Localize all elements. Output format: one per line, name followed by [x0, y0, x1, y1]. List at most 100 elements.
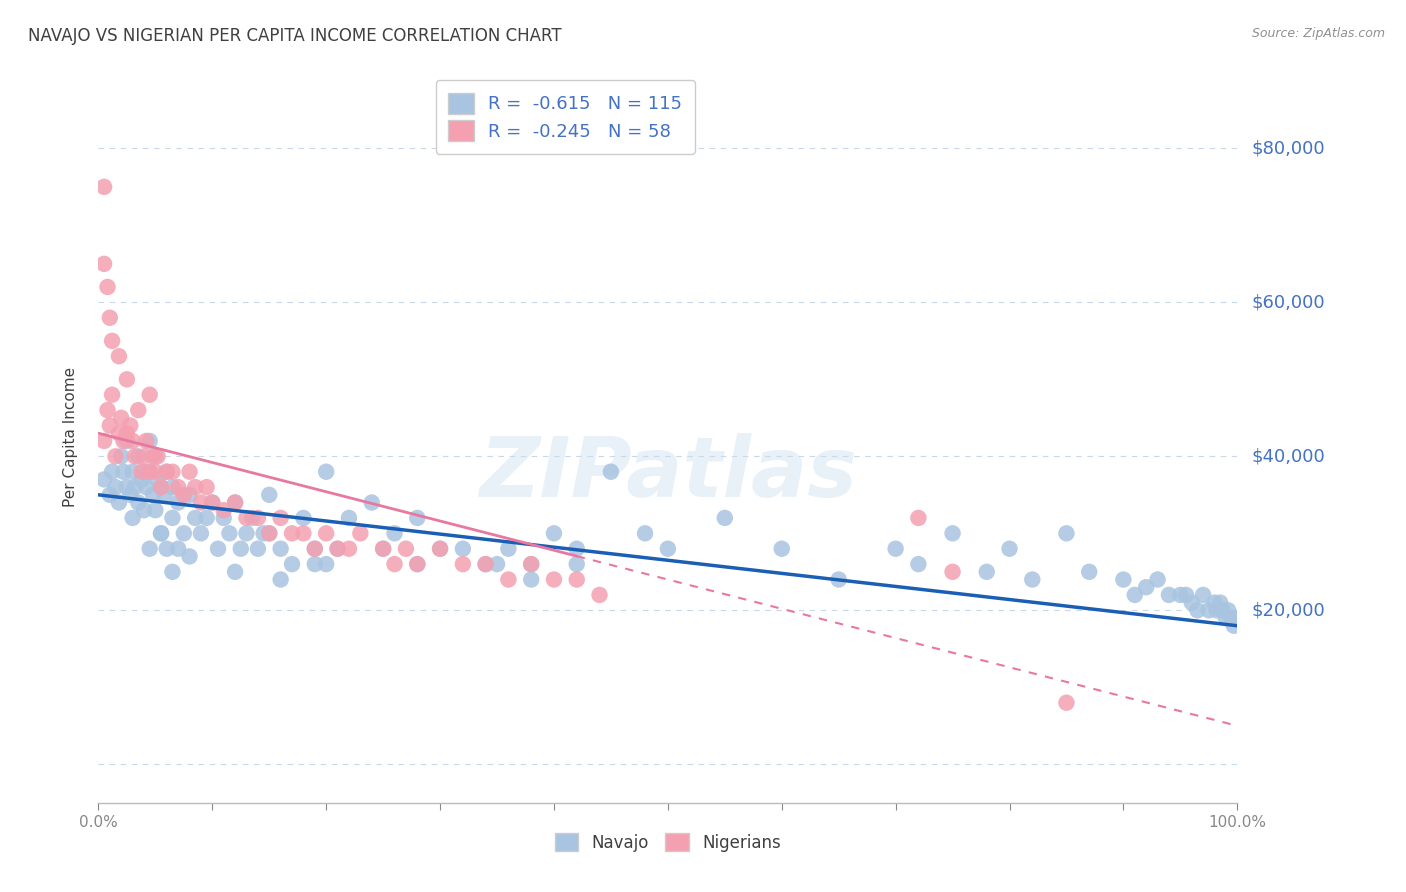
- Text: ZIPatlas: ZIPatlas: [479, 434, 856, 514]
- Point: [131, 472, 153, 486]
- Point: [498, 541, 520, 556]
- Point: [150, 526, 173, 541]
- Text: $80,000: $80,000: [1251, 139, 1324, 157]
- Point: [907, 511, 929, 525]
- Point: [315, 557, 337, 571]
- Point: [156, 465, 179, 479]
- Point: [270, 541, 292, 556]
- Point: [1187, 603, 1209, 617]
- Point: [1181, 596, 1204, 610]
- Point: [93, 472, 115, 486]
- Point: [281, 526, 304, 541]
- Point: [292, 511, 315, 525]
- Point: [150, 480, 173, 494]
- Point: [201, 495, 224, 509]
- Point: [828, 573, 851, 587]
- Point: [337, 541, 360, 556]
- Text: NAVAJO VS NIGERIAN PER CAPITA INCOME CORRELATION CHART: NAVAJO VS NIGERIAN PER CAPITA INCOME COR…: [28, 27, 562, 45]
- Point: [246, 541, 269, 556]
- Point: [770, 541, 793, 556]
- Point: [395, 541, 418, 556]
- Point: [138, 465, 160, 479]
- Point: [127, 495, 149, 509]
- Point: [127, 403, 149, 417]
- Point: [145, 450, 167, 464]
- Point: [1192, 588, 1215, 602]
- Point: [104, 480, 127, 494]
- Point: [235, 511, 257, 525]
- Point: [121, 465, 143, 479]
- Point: [224, 495, 246, 509]
- Point: [110, 450, 132, 464]
- Point: [195, 511, 218, 525]
- Point: [326, 541, 349, 556]
- Point: [1123, 588, 1146, 602]
- Point: [162, 480, 184, 494]
- Point: [96, 403, 118, 417]
- Point: [451, 541, 474, 556]
- Point: [292, 526, 315, 541]
- Point: [1223, 618, 1246, 632]
- Point: [156, 465, 179, 479]
- Point: [98, 488, 121, 502]
- Point: [406, 557, 429, 571]
- Point: [520, 557, 543, 571]
- Point: [115, 372, 138, 386]
- Point: [349, 526, 371, 541]
- Point: [543, 526, 565, 541]
- Point: [976, 565, 998, 579]
- Point: [150, 526, 173, 541]
- Point: [201, 495, 224, 509]
- Point: [96, 280, 118, 294]
- Point: [235, 526, 257, 541]
- Point: [406, 557, 429, 571]
- Point: [132, 465, 155, 479]
- Point: [131, 465, 153, 479]
- Point: [101, 465, 124, 479]
- Point: [120, 488, 142, 502]
- Point: [110, 410, 132, 425]
- Point: [156, 541, 179, 556]
- Point: [108, 426, 131, 441]
- Point: [451, 557, 474, 571]
- Point: [179, 488, 201, 502]
- Point: [304, 557, 326, 571]
- Point: [195, 480, 218, 494]
- Point: [657, 541, 679, 556]
- Point: [167, 541, 190, 556]
- Point: [98, 310, 121, 325]
- Point: [1215, 611, 1237, 625]
- Point: [145, 465, 167, 479]
- Point: [474, 557, 496, 571]
- Text: $40,000: $40,000: [1251, 447, 1324, 466]
- Point: [120, 418, 142, 433]
- Point: [146, 472, 169, 486]
- Point: [240, 511, 263, 525]
- Point: [942, 565, 965, 579]
- Point: [190, 495, 212, 509]
- Point: [429, 541, 451, 556]
- Point: [1211, 603, 1233, 617]
- Point: [127, 450, 149, 464]
- Point: [1054, 696, 1078, 710]
- Point: [101, 388, 124, 402]
- Point: [406, 511, 429, 525]
- Point: [146, 450, 169, 464]
- Point: [429, 541, 451, 556]
- Point: [207, 541, 229, 556]
- Point: [1021, 573, 1043, 587]
- Point: [138, 434, 160, 448]
- Point: [565, 573, 588, 587]
- Point: [1218, 603, 1240, 617]
- Point: [179, 549, 201, 564]
- Point: [371, 541, 394, 556]
- Point: [384, 526, 406, 541]
- Point: [252, 526, 274, 541]
- Point: [135, 480, 157, 494]
- Legend: Navajo, Nigerians: Navajo, Nigerians: [547, 825, 789, 860]
- Point: [486, 557, 509, 571]
- Point: [135, 434, 157, 448]
- Point: [1112, 573, 1135, 587]
- Point: [145, 503, 167, 517]
- Point: [167, 480, 190, 494]
